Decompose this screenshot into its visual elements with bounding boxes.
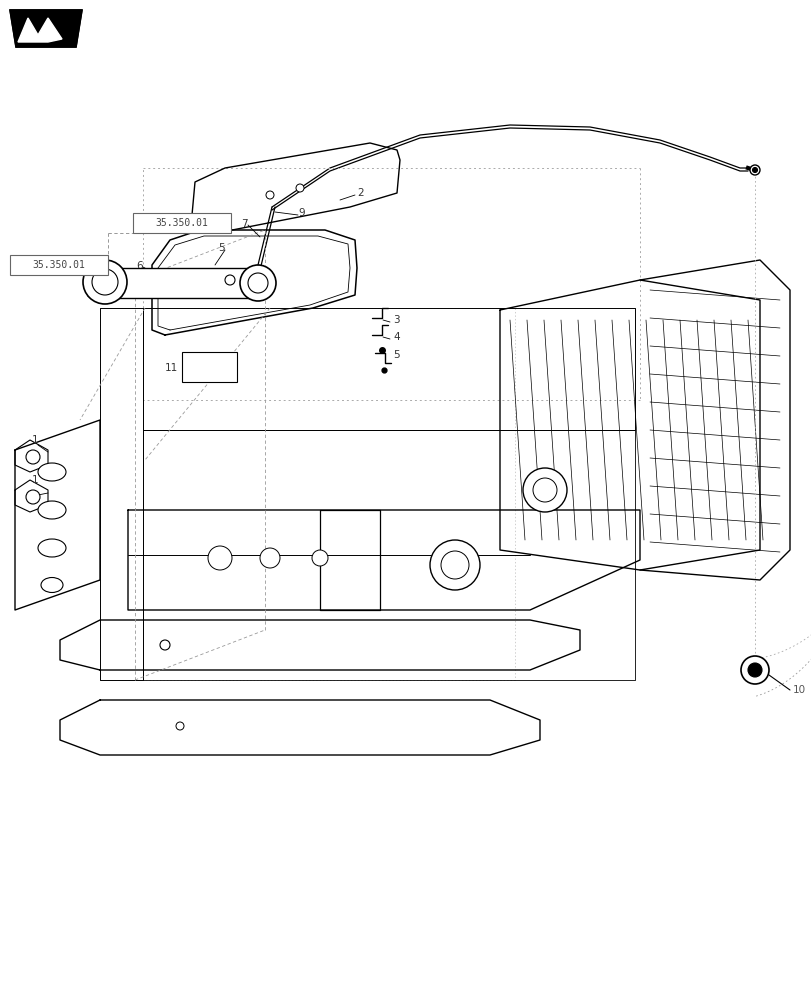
Circle shape — [225, 275, 234, 285]
Polygon shape — [18, 18, 62, 42]
Text: 11: 11 — [165, 363, 178, 373]
Circle shape — [740, 656, 768, 684]
Ellipse shape — [38, 501, 66, 519]
Circle shape — [747, 663, 761, 677]
Circle shape — [92, 269, 118, 295]
Circle shape — [26, 490, 40, 504]
Ellipse shape — [38, 539, 66, 557]
Text: 35.350.01: 35.350.01 — [32, 260, 85, 270]
Circle shape — [752, 168, 757, 173]
Text: 10: 10 — [792, 685, 805, 695]
Circle shape — [208, 546, 232, 570]
Text: 35.350.01: 35.350.01 — [156, 218, 208, 228]
Text: 4: 4 — [393, 332, 399, 342]
Text: 1: 1 — [32, 475, 38, 485]
Circle shape — [522, 468, 566, 512]
Text: 8: 8 — [32, 453, 38, 463]
FancyBboxPatch shape — [133, 213, 230, 233]
Bar — [182, 352, 237, 382]
Text: 1: 1 — [32, 435, 38, 445]
Text: 5: 5 — [218, 243, 225, 253]
Text: 5: 5 — [393, 350, 399, 360]
Text: 2: 2 — [357, 188, 363, 198]
Circle shape — [296, 184, 303, 192]
Circle shape — [260, 548, 280, 568]
Text: 3: 3 — [393, 315, 399, 325]
Circle shape — [440, 551, 469, 579]
Circle shape — [26, 450, 40, 464]
Circle shape — [83, 260, 127, 304]
Circle shape — [176, 722, 184, 730]
FancyBboxPatch shape — [10, 255, 108, 275]
Bar — [113, 268, 258, 298]
Text: 7: 7 — [241, 219, 247, 229]
Circle shape — [532, 478, 556, 502]
Circle shape — [266, 191, 273, 199]
Ellipse shape — [41, 578, 63, 592]
Circle shape — [749, 165, 759, 175]
Text: 8: 8 — [32, 493, 38, 503]
Circle shape — [247, 273, 268, 293]
Polygon shape — [10, 10, 82, 47]
Circle shape — [430, 540, 479, 590]
Circle shape — [240, 265, 276, 301]
Text: 6: 6 — [136, 261, 143, 271]
Ellipse shape — [38, 463, 66, 481]
Text: 9: 9 — [298, 208, 304, 218]
Circle shape — [311, 550, 328, 566]
Circle shape — [160, 640, 169, 650]
